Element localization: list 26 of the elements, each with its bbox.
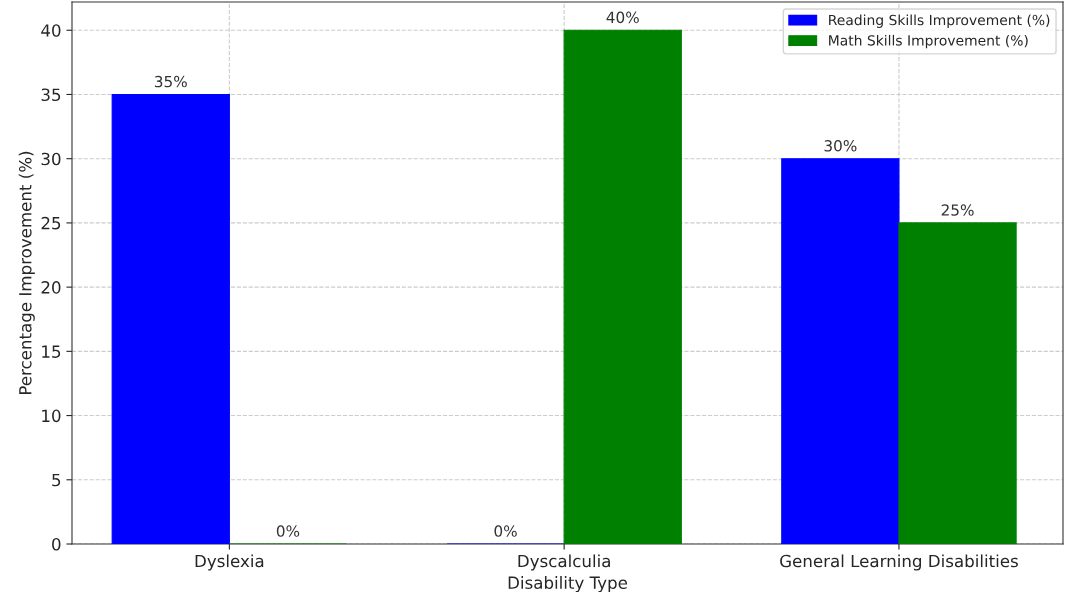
y-tick-label: 10 <box>42 409 61 423</box>
y-axis-title: Percentage Improvement (%) <box>18 151 35 395</box>
data-label: 40% <box>606 11 639 24</box>
y-tick-label: 20 <box>41 281 61 294</box>
y-tick-label: 30 <box>41 152 61 166</box>
y-tick-label: 15 <box>42 345 61 358</box>
data-label: 30% <box>824 140 857 152</box>
y-tick-label: 25 <box>41 216 61 230</box>
data-label: 0% <box>276 525 300 537</box>
bar <box>898 222 1017 544</box>
y-tick-label: 0 <box>52 537 61 551</box>
y-tick-label: 35 <box>41 88 61 102</box>
y-tick-label: 40 <box>41 24 61 37</box>
legend-label: Math Skills Improvement (%) <box>829 34 1028 49</box>
x-tick-label: General Learning Disabilities <box>780 554 1018 571</box>
legend-label: Reading Skills Improvement (%) <box>829 14 1050 28</box>
bar <box>563 29 682 544</box>
x-axis-title: Disability Type <box>508 576 628 592</box>
x-tick-label: Dyslexia <box>195 554 264 571</box>
y-tick-label: 5 <box>52 473 61 487</box>
x-tick-label: Dyscalculia <box>518 554 610 571</box>
data-label: 25% <box>941 204 974 216</box>
data-label: 35% <box>154 75 187 88</box>
data-label: 0% <box>494 525 517 537</box>
bar <box>781 158 900 544</box>
bar <box>111 93 230 544</box>
